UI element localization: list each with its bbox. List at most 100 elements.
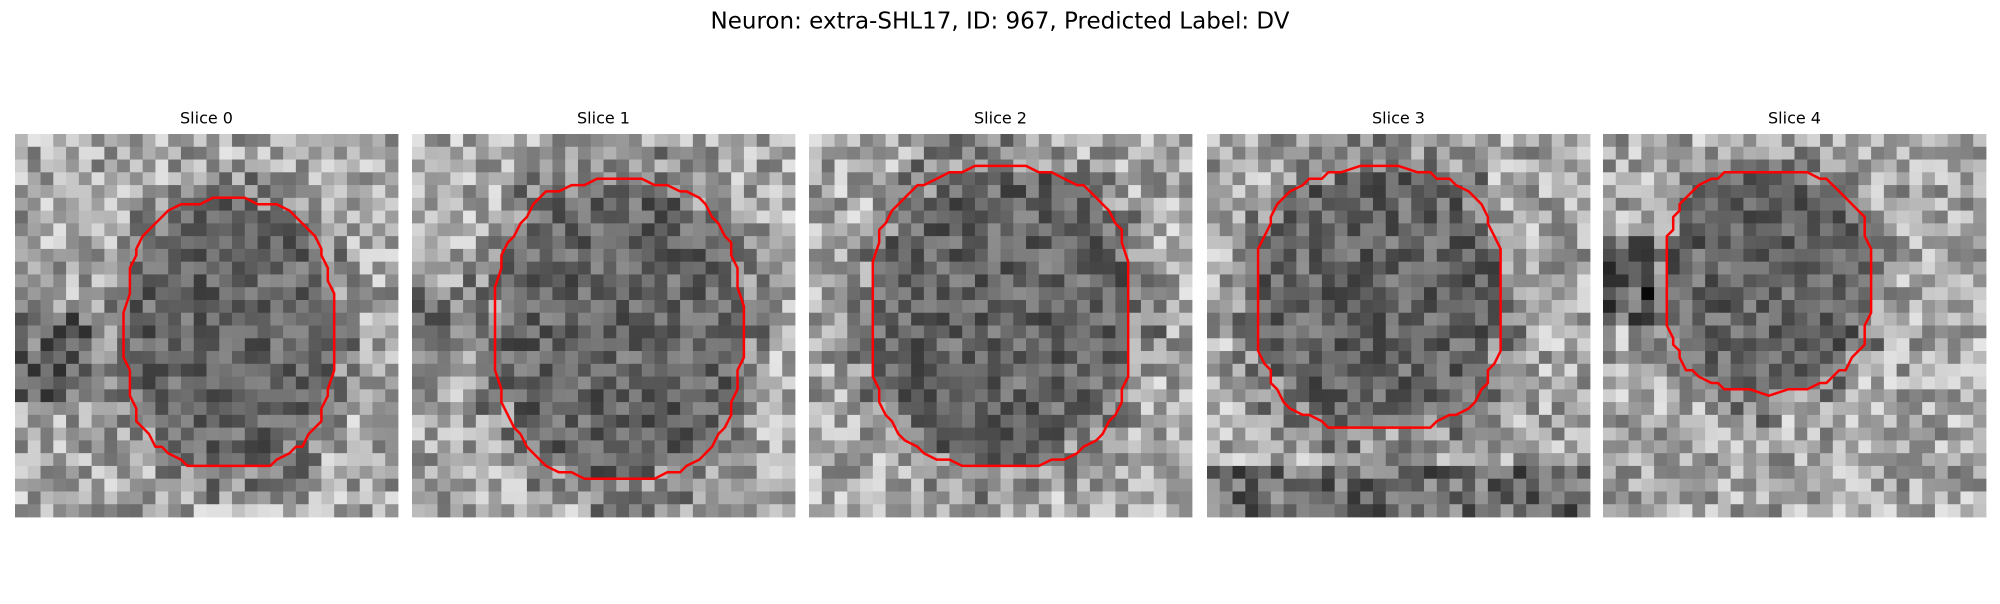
pixel xyxy=(769,440,783,454)
pixel xyxy=(1207,223,1221,237)
pixel xyxy=(616,325,630,339)
pixel xyxy=(847,427,861,441)
pixel xyxy=(1871,338,1885,352)
pixel xyxy=(270,491,284,505)
pixel xyxy=(91,465,105,480)
pixel xyxy=(526,389,541,403)
pixel xyxy=(53,172,67,186)
pixel xyxy=(78,223,92,237)
pixel xyxy=(385,478,399,492)
pixel xyxy=(603,453,617,467)
pixel xyxy=(1807,491,1821,505)
pixel xyxy=(603,376,617,390)
pixel xyxy=(180,402,195,416)
pixel xyxy=(385,453,399,467)
pixel xyxy=(372,491,386,505)
pixel xyxy=(1372,197,1387,211)
pixel xyxy=(1730,389,1744,403)
pixel xyxy=(308,478,322,492)
pixel xyxy=(1922,287,1936,301)
pixel xyxy=(283,453,297,467)
pixel xyxy=(1258,312,1272,326)
pixel xyxy=(1207,236,1221,250)
pixel xyxy=(1013,223,1027,237)
pixel xyxy=(1909,312,1923,326)
pixel xyxy=(756,402,770,416)
pixel xyxy=(168,134,182,148)
pixel xyxy=(987,453,1001,467)
pixel xyxy=(155,134,169,148)
pixel xyxy=(974,172,989,186)
pixel xyxy=(1179,248,1193,263)
pixel xyxy=(1551,389,1565,403)
pixel xyxy=(974,402,989,416)
pixel xyxy=(180,440,195,454)
pixel xyxy=(1089,504,1104,518)
pixel xyxy=(552,402,566,416)
pixel xyxy=(1756,185,1770,199)
pixel xyxy=(1258,376,1272,390)
pixel xyxy=(450,440,464,454)
pixel xyxy=(1603,402,1617,416)
pixel xyxy=(385,299,399,314)
pixel xyxy=(1153,338,1167,352)
pixel xyxy=(565,172,579,186)
pixel xyxy=(359,159,373,173)
pixel xyxy=(705,414,719,429)
pixel xyxy=(974,146,989,160)
pixel xyxy=(27,287,41,301)
pixel xyxy=(129,504,144,518)
pixel xyxy=(1077,376,1091,390)
pixel xyxy=(180,274,195,288)
pixel xyxy=(91,376,105,390)
pixel xyxy=(385,172,399,186)
pixel xyxy=(1641,427,1655,441)
pixel xyxy=(1947,338,1961,352)
pixel xyxy=(1487,491,1502,505)
pixel xyxy=(526,363,541,377)
pixel xyxy=(372,478,386,492)
pixel xyxy=(15,325,29,339)
pixel xyxy=(1449,491,1463,505)
pixel xyxy=(1296,427,1310,441)
pixel xyxy=(193,248,207,263)
pixel xyxy=(1449,248,1463,263)
pixel xyxy=(244,299,258,314)
pixel xyxy=(526,248,541,263)
pixel xyxy=(577,236,592,250)
pixel xyxy=(962,427,976,441)
pixel xyxy=(834,351,848,365)
figure-title: Neuron: extra-SHL17, ID: 967, Predicted … xyxy=(711,9,1290,35)
pixel xyxy=(1781,299,1795,314)
pixel xyxy=(15,478,29,492)
pixel xyxy=(680,402,694,416)
pixel xyxy=(1551,210,1565,224)
pixel xyxy=(616,134,630,148)
pixel xyxy=(1692,287,1706,301)
pixel xyxy=(1922,274,1936,288)
pixel xyxy=(860,299,874,314)
pixel xyxy=(1411,427,1425,441)
pixel xyxy=(539,146,553,160)
pixel xyxy=(641,325,655,339)
pixel xyxy=(1115,491,1129,505)
pixel xyxy=(809,389,823,403)
pixel xyxy=(1166,197,1180,211)
pixel xyxy=(1577,159,1591,173)
pixel xyxy=(437,299,451,314)
pixel xyxy=(193,146,207,160)
pixel xyxy=(437,478,451,492)
pixel xyxy=(1372,453,1387,467)
pixel xyxy=(424,478,438,492)
pixel xyxy=(629,287,643,301)
pixel xyxy=(1245,440,1259,454)
pixel xyxy=(718,325,732,339)
pixel xyxy=(1909,299,1923,314)
pixel xyxy=(1140,287,1155,301)
pixel xyxy=(1296,261,1310,275)
pixel xyxy=(616,223,630,237)
pixel xyxy=(346,465,361,480)
pixel xyxy=(1207,312,1221,326)
pixel xyxy=(1781,146,1795,160)
pixel xyxy=(308,146,322,160)
